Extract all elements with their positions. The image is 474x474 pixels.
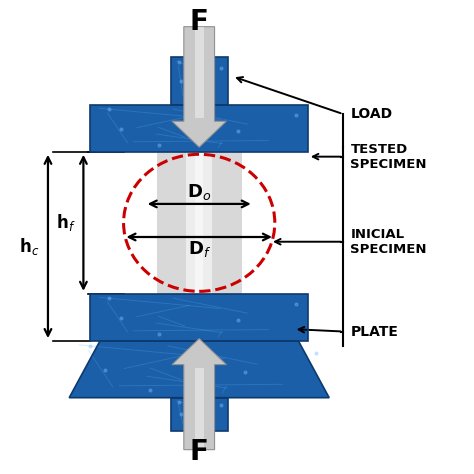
Text: h$_f$: h$_f$: [55, 212, 75, 233]
Bar: [169, 152, 191, 294]
Bar: [186, 152, 212, 294]
Text: TESTED
SPECIMEN: TESTED SPECIMEN: [350, 143, 427, 171]
Bar: [91, 294, 308, 341]
Text: INICIAL
SPECIMEN: INICIAL SPECIMEN: [350, 228, 427, 256]
Polygon shape: [172, 27, 227, 147]
Text: F: F: [190, 438, 209, 466]
Bar: [91, 294, 308, 341]
Bar: [203, 152, 225, 294]
Text: LOAD: LOAD: [350, 107, 392, 121]
Polygon shape: [195, 368, 204, 450]
Bar: [220, 152, 242, 294]
Bar: [91, 105, 308, 152]
Text: F: F: [190, 8, 209, 36]
Polygon shape: [69, 341, 329, 398]
Bar: [195, 152, 203, 294]
Bar: [171, 398, 228, 431]
Text: D$_o$: D$_o$: [187, 182, 211, 202]
Polygon shape: [195, 27, 204, 118]
Bar: [156, 152, 242, 294]
Text: h$_c$: h$_c$: [19, 236, 39, 257]
Bar: [171, 57, 228, 105]
Text: PLATE: PLATE: [350, 325, 398, 338]
Bar: [171, 57, 228, 105]
Bar: [91, 105, 308, 152]
Bar: [186, 152, 208, 294]
Text: D$_f$: D$_f$: [188, 239, 211, 259]
Bar: [156, 152, 178, 294]
Bar: [171, 398, 228, 431]
Polygon shape: [172, 338, 227, 450]
